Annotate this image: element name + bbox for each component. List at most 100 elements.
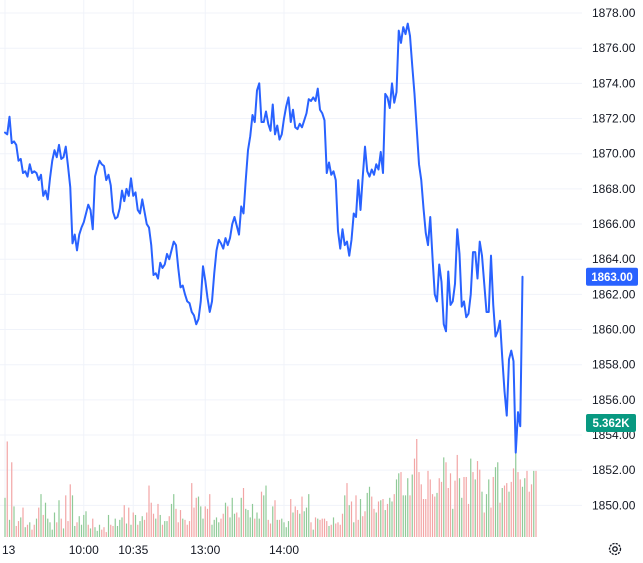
volume-bar (467, 503, 470, 537)
volume-bar (497, 462, 499, 537)
volume-bar (80, 524, 83, 537)
price-axis[interactable]: 1850.001852.001854.001856.001858.001860.… (592, 6, 636, 512)
volume-bar (224, 502, 227, 537)
volume-badge-text: 5.362K (592, 418, 630, 430)
volume-bar (452, 508, 454, 537)
volume-bar (213, 519, 215, 537)
volume-bar (476, 461, 479, 537)
volume-bar (519, 479, 521, 537)
volume-bar (195, 497, 197, 537)
last-price-badge-bg (586, 267, 638, 286)
volume-bar (60, 518, 62, 537)
volume-bar (173, 494, 175, 537)
volume-bar (15, 525, 17, 537)
volume-bar (85, 511, 87, 537)
volume-bar (58, 500, 60, 537)
y-tick-label: 1856.00 (592, 393, 636, 407)
volume-bar (121, 517, 123, 537)
volume-bar (67, 521, 69, 537)
volume-bar (416, 439, 418, 537)
y-tick-label: 1870.00 (592, 147, 636, 161)
volume-bar (105, 532, 107, 537)
volume-bar (474, 479, 476, 537)
volume-bar (393, 494, 395, 537)
volume-bar (321, 518, 323, 537)
y-tick-label: 1872.00 (592, 112, 636, 126)
volume-bar (357, 519, 359, 537)
volume-bar (249, 517, 251, 537)
volume-histogram (4, 439, 537, 537)
volume-bar (179, 510, 182, 537)
volume-bar (87, 524, 89, 537)
y-tick-label: 1878.00 (592, 6, 636, 20)
volume-bar (314, 517, 317, 537)
grid-lines (0, 0, 582, 537)
volume-bar (501, 488, 503, 537)
volume-bar (42, 514, 44, 537)
volume-bar (89, 528, 92, 537)
volume-bar (341, 513, 344, 537)
volume-bar (200, 506, 202, 537)
x-tick-label: 14:00 (269, 543, 299, 557)
volume-bar (229, 517, 231, 537)
volume-bar (242, 488, 245, 537)
volume-bar (227, 506, 229, 537)
y-tick-label: 1862.00 (592, 287, 636, 301)
volume-bar (346, 483, 348, 537)
volume-bar (26, 524, 29, 537)
volume-bar (40, 494, 42, 537)
volume-bar (317, 518, 319, 537)
volume-bar (488, 479, 490, 537)
volume-bar (375, 512, 377, 537)
volume-bar (17, 521, 20, 537)
volume-bar (517, 472, 519, 537)
volume-bar (499, 502, 501, 537)
last-price-badge-text: 1863.00 (591, 272, 633, 284)
volume-bar (132, 512, 134, 537)
volume-bar (267, 519, 269, 537)
volume-bar (335, 523, 337, 537)
volume-bar (386, 503, 389, 537)
volume-bar (528, 491, 530, 537)
volume-bar (398, 473, 400, 537)
volume-bar (38, 507, 40, 537)
volume-bar (503, 485, 506, 537)
volume-bar (148, 485, 150, 537)
volume-bar (177, 522, 179, 537)
gear-icon-hub (612, 546, 618, 552)
volume-bar (69, 484, 71, 537)
volume-bar (260, 491, 263, 537)
volume-bar (371, 496, 373, 537)
volume-bar (326, 521, 328, 537)
volume-bar (128, 507, 130, 537)
volume-bar (418, 472, 420, 537)
volume-bar (134, 514, 137, 537)
volume-badge-bg (586, 414, 636, 432)
volume-bar (380, 500, 382, 537)
volume-bar (481, 491, 483, 537)
volume-bar (362, 516, 364, 537)
volume-bar (256, 512, 258, 537)
x-tick-label: 13:00 (190, 543, 220, 557)
volume-bar (490, 507, 492, 537)
volume-bar (287, 521, 290, 537)
volume-bar (92, 518, 94, 537)
volume-bar (71, 495, 74, 537)
volume-bar (47, 518, 49, 537)
volume-bar (359, 499, 362, 537)
gear-icon[interactable] (608, 542, 622, 556)
time-axis[interactable]: 13 10:00 10:35 13:00 14:00 (2, 543, 299, 557)
volume-bar (114, 518, 116, 537)
volume-bar (13, 506, 15, 537)
volume-bar (215, 517, 218, 537)
volume-bar (202, 518, 204, 537)
volume-bar (389, 497, 391, 537)
x-tick-label: 13 (2, 543, 16, 557)
volume-bar (328, 525, 330, 537)
volume-bar (49, 522, 51, 537)
volume-bar (24, 527, 26, 537)
volume-bar (218, 522, 220, 537)
volume-bar (438, 478, 440, 537)
volume-bar (182, 518, 184, 537)
